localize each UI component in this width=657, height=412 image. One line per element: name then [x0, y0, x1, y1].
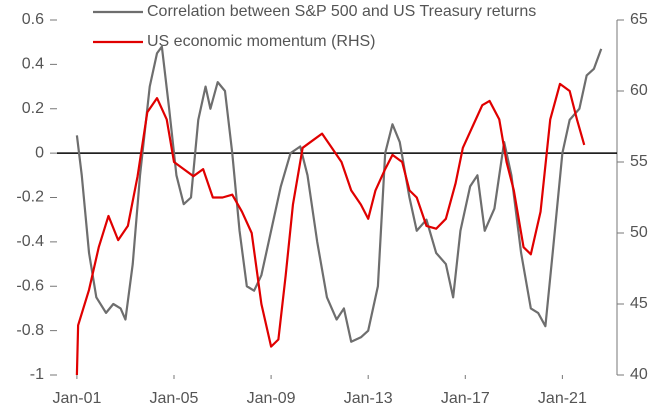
x-tick-label: Jan-05	[150, 390, 199, 407]
series-line	[75, 45, 603, 343]
y-tick-label: -0.4	[16, 233, 44, 250]
y2-tick-label: 60	[630, 82, 648, 99]
y-tick-label: 0.6	[22, 11, 44, 28]
x-tick-label: Jan-17	[441, 390, 490, 407]
y2-tick-label: 45	[630, 295, 648, 312]
y2-tick-label: 65	[630, 11, 648, 28]
y-tick-label: 0.2	[22, 100, 44, 117]
y2-tick-label: 40	[630, 366, 648, 383]
legend-label: US economic momentum (RHS)	[147, 33, 376, 50]
series-line	[75, 82, 586, 376]
y-tick-label: -0.8	[16, 322, 44, 339]
y-tick-label: 0.4	[22, 56, 44, 73]
y-tick-label: -0.2	[16, 189, 44, 206]
y2-tick-label: 55	[630, 153, 648, 170]
x-tick-label: Jan-21	[538, 390, 587, 407]
legend-label: Correlation between S&P 500 and US Treas…	[147, 3, 536, 20]
x-tick-label: Jan-09	[247, 390, 296, 407]
y2-tick-label: 50	[630, 224, 648, 241]
y-tick-label: 0	[35, 144, 44, 161]
x-tick-label: Jan-01	[52, 390, 101, 407]
x-tick-label: Jan-13	[344, 390, 393, 407]
y-tick-label: -0.6	[16, 277, 44, 294]
y-tick-label: -1	[30, 366, 44, 383]
